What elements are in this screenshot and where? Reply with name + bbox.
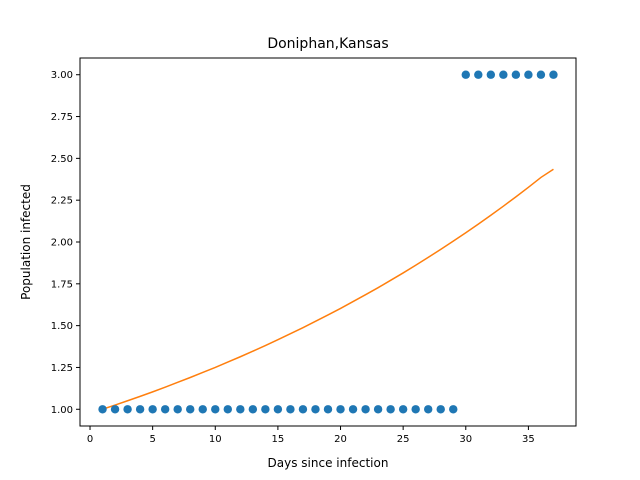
y-axis-label: Population infected bbox=[19, 184, 33, 300]
data-point bbox=[511, 70, 521, 79]
data-point bbox=[373, 405, 383, 414]
data-point bbox=[336, 405, 345, 414]
series-layer bbox=[98, 70, 558, 414]
y-tick-label: 1.00 bbox=[51, 405, 73, 416]
data-point bbox=[123, 405, 132, 414]
data-point bbox=[198, 405, 207, 414]
data-point bbox=[411, 405, 420, 414]
data-point bbox=[186, 405, 195, 414]
data-point bbox=[474, 70, 483, 79]
data-point bbox=[273, 405, 283, 414]
data-point bbox=[135, 405, 145, 414]
x-tick-label: 30 bbox=[459, 434, 472, 445]
data-point bbox=[173, 405, 182, 414]
x-axis-ticks: 0 5 10 15 20 25 30 35 bbox=[87, 426, 535, 445]
data-point bbox=[148, 405, 157, 414]
data-point bbox=[160, 405, 170, 414]
data-point bbox=[436, 405, 445, 414]
data-point bbox=[499, 70, 508, 79]
data-point bbox=[248, 405, 258, 414]
data-point bbox=[449, 405, 458, 414]
data-point bbox=[536, 70, 546, 79]
data-point bbox=[361, 405, 370, 414]
chart-title: Doniphan,Kansas bbox=[267, 36, 388, 52]
y-tick-label: 2.25 bbox=[51, 196, 73, 207]
plot-frame bbox=[79, 57, 577, 427]
data-point bbox=[424, 405, 433, 414]
x-tick-label: 0 bbox=[87, 434, 93, 445]
data-point bbox=[524, 70, 533, 79]
y-tick-label: 2.50 bbox=[51, 154, 73, 165]
data-point bbox=[223, 405, 232, 414]
y-tick-label: 3.00 bbox=[51, 70, 73, 81]
data-point bbox=[211, 405, 220, 414]
y-tick-label: 1.50 bbox=[51, 321, 73, 332]
data-point bbox=[549, 70, 558, 79]
data-point bbox=[486, 70, 496, 79]
x-axis-label: Days since infection bbox=[268, 456, 389, 470]
y-tick-label: 2.75 bbox=[51, 112, 73, 123]
data-point bbox=[298, 405, 308, 414]
data-point bbox=[261, 405, 270, 414]
y-tick-label: 1.25 bbox=[51, 363, 73, 374]
y-tick-label: 1.75 bbox=[51, 279, 73, 290]
data-point bbox=[286, 405, 295, 414]
data-point bbox=[348, 405, 358, 414]
fit-line bbox=[102, 168, 554, 410]
data-point bbox=[311, 405, 320, 414]
data-point bbox=[461, 70, 470, 79]
y-axis-ticks: 1.00 1.25 1.50 1.75 2.00 2.25 2.50 2.75 3.00 bbox=[51, 70, 80, 416]
x-tick-label: 15 bbox=[272, 434, 285, 445]
x-tick-label: 5 bbox=[149, 434, 155, 445]
x-tick-label: 35 bbox=[522, 434, 535, 445]
data-point bbox=[110, 405, 120, 414]
x-tick-label: 20 bbox=[334, 434, 347, 445]
y-tick-label: 2.00 bbox=[51, 238, 73, 249]
data-point bbox=[98, 405, 107, 414]
x-tick-label: 10 bbox=[209, 434, 222, 445]
data-point bbox=[236, 405, 245, 414]
x-tick-label: 25 bbox=[397, 434, 410, 445]
data-point bbox=[398, 405, 408, 414]
data-point bbox=[386, 405, 395, 414]
data-point bbox=[323, 405, 333, 414]
